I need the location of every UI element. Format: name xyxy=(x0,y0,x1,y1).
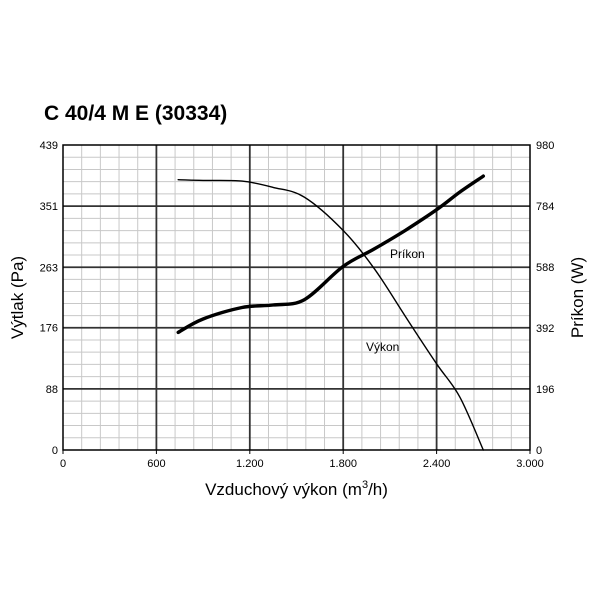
x-tick-label: 0 xyxy=(60,458,66,470)
x-tick-label: 1.200 xyxy=(236,458,264,470)
x-tick-label: 1.800 xyxy=(329,458,357,470)
series-line-vykon xyxy=(177,179,484,451)
series xyxy=(176,174,485,451)
y2-axis-title: Príkon (W) xyxy=(568,257,587,338)
x-tick-label: 2.400 xyxy=(423,458,451,470)
plot-frame xyxy=(62,144,531,451)
tick-labels: 0 600 1.200 1.800 2.400 3.0000881762633514390… xyxy=(40,140,555,470)
y2-tick-label: 784 xyxy=(536,201,554,213)
y2-tick-label: 0 xyxy=(536,445,542,457)
x-tick-label: 3.000 xyxy=(516,458,544,470)
x-axis-title: Vzduchový výkon (m3/h) xyxy=(205,479,388,499)
series-line-prikon xyxy=(176,174,485,335)
x-axis-title-suffix: /h) xyxy=(368,480,388,499)
series-label-prikon: Príkon xyxy=(390,247,425,261)
y-tick-label: 0 xyxy=(52,445,58,457)
y-tick-label: 176 xyxy=(40,323,58,335)
y-tick-label: 263 xyxy=(40,262,58,274)
y2-tick-label: 588 xyxy=(536,262,554,274)
y-tick-label: 351 xyxy=(40,201,58,213)
x-axis-title-superscript: 3 xyxy=(362,479,368,491)
x-axis-title-main: Vzduchový výkon (m xyxy=(205,480,362,499)
y2-tick-label: 392 xyxy=(536,323,554,335)
y-axis-title: Výtlak (Pa) xyxy=(8,256,27,339)
y2-tick-label: 196 xyxy=(536,384,554,396)
x-tick-label: 600 xyxy=(147,458,165,470)
y-tick-label: 88 xyxy=(46,384,58,396)
series-label-vykon: Výkon xyxy=(366,340,399,354)
grid xyxy=(63,145,530,450)
y2-tick-label: 980 xyxy=(536,140,554,152)
chart-title: C 40/4 M E (30334) xyxy=(44,102,227,125)
y-tick-label: 439 xyxy=(40,140,58,152)
